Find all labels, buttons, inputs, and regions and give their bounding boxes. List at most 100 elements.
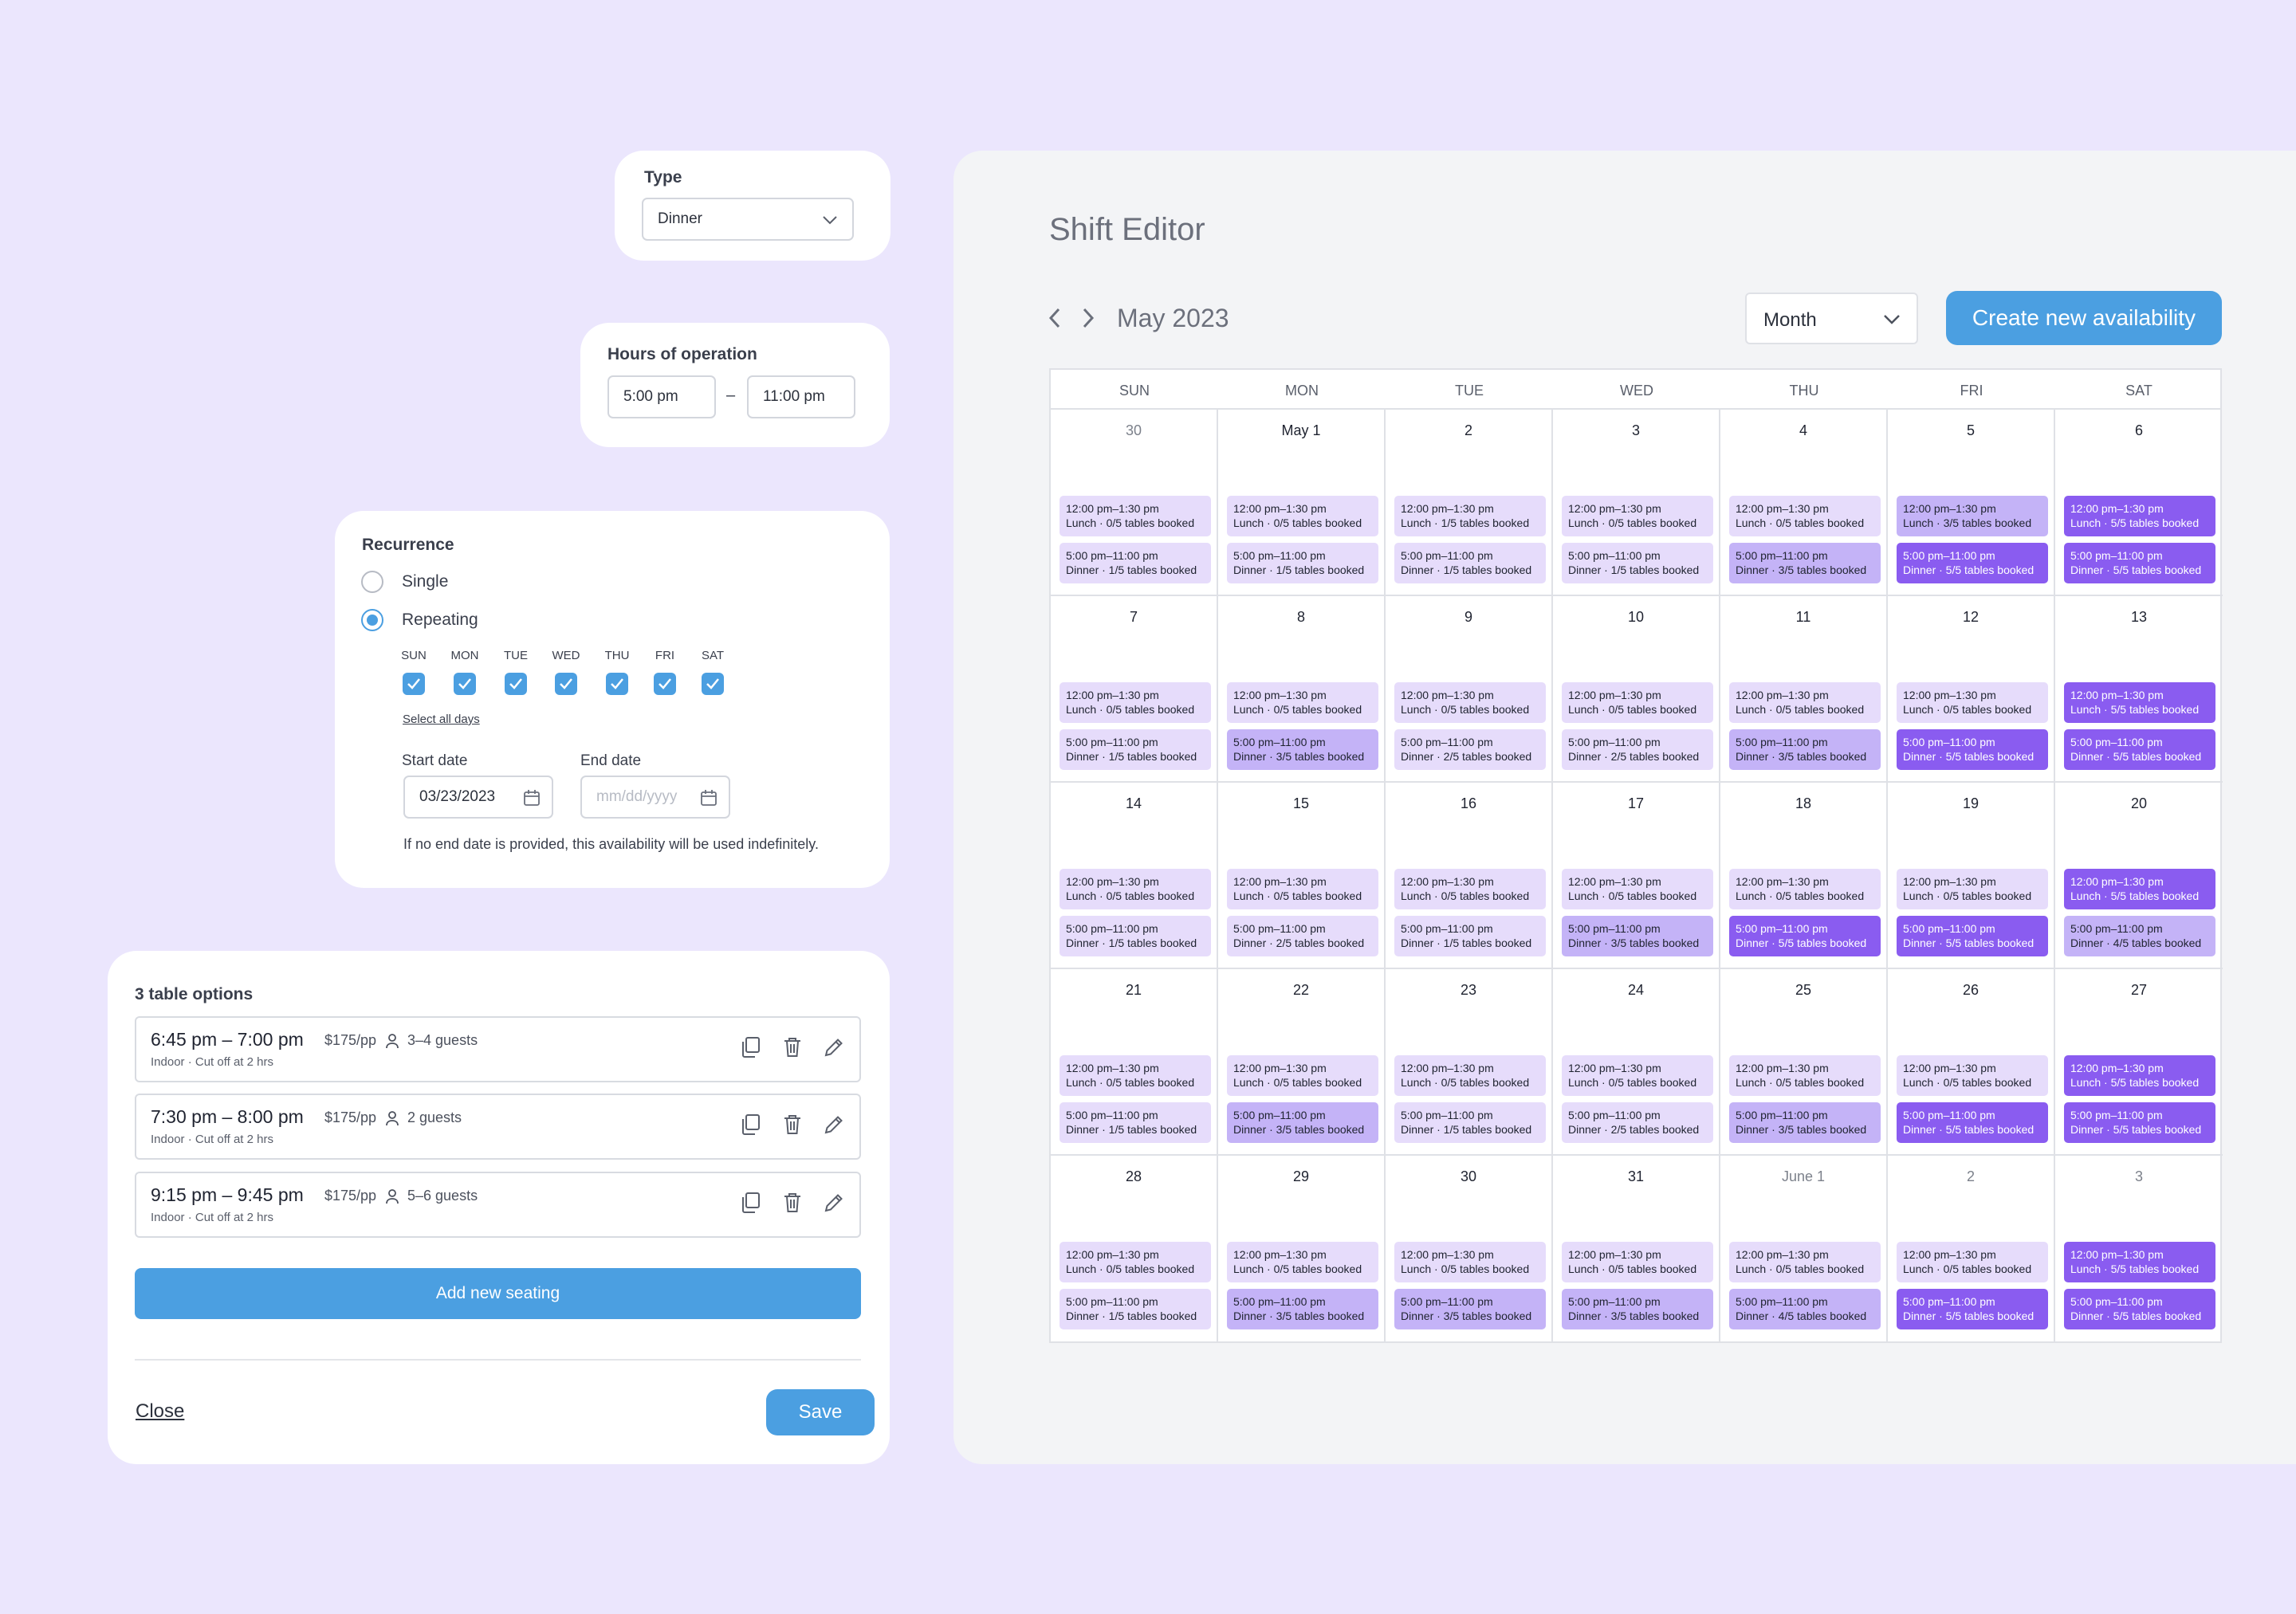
type-select[interactable]: Dinner (642, 198, 854, 241)
calendar-day-cell[interactable]: 18 12:00 pm–1:30 pm Lunch · 0/5 tables boo… (1720, 783, 1888, 969)
calendar-day-cell[interactable]: 2 12:00 pm–1:30 pm Lunch · 0/5 tables book… (1888, 1156, 2055, 1342)
lunch-shift[interactable]: 12:00 pm–1:30 pm Lunch · 0/5 tables booke… (1562, 1055, 1713, 1096)
dinner-shift[interactable]: 5:00 pm–11:00 pm Dinner · 3/5 tables book… (1394, 1289, 1546, 1329)
dinner-shift[interactable]: 5:00 pm–11:00 pm Dinner · 5/5 tables book… (1897, 1102, 2048, 1143)
calendar-day-cell[interactable]: 21 12:00 pm–1:30 pm Lunch · 0/5 tables boo… (1051, 969, 1218, 1156)
lunch-shift[interactable]: 12:00 pm–1:30 pm Lunch · 5/5 tables booke… (2064, 1055, 2215, 1096)
dinner-shift[interactable]: 5:00 pm–11:00 pm Dinner · 3/5 tables book… (1562, 1289, 1713, 1329)
day-checkbox-thu[interactable] (606, 673, 628, 695)
repeating-radio[interactable] (361, 609, 383, 631)
add-new-seating-button[interactable]: Add new seating (135, 1268, 861, 1319)
lunch-shift[interactable]: 12:00 pm–1:30 pm Lunch · 0/5 tables booke… (1227, 496, 1378, 536)
calendar-day-cell[interactable]: 30 12:00 pm–1:30 pm Lunch · 0/5 tables boo… (1051, 410, 1218, 596)
calendar-day-cell[interactable]: 30 12:00 pm–1:30 pm Lunch · 0/5 tables boo… (1386, 1156, 1553, 1342)
lunch-shift[interactable]: 12:00 pm–1:30 pm Lunch · 0/5 tables booke… (1394, 869, 1546, 909)
end-time-field[interactable]: 11:00 pm (747, 375, 855, 418)
day-checkbox-tue[interactable] (505, 673, 527, 695)
dinner-shift[interactable]: 5:00 pm–11:00 pm Dinner · 5/5 tables book… (2064, 1102, 2215, 1143)
lunch-shift[interactable]: 12:00 pm–1:30 pm Lunch · 0/5 tables booke… (1394, 1242, 1546, 1282)
dinner-shift[interactable]: 5:00 pm–11:00 pm Dinner · 3/5 tables book… (1729, 1102, 1881, 1143)
dinner-shift[interactable]: 5:00 pm–11:00 pm Dinner · 1/5 tables book… (1060, 543, 1211, 583)
lunch-shift[interactable]: 12:00 pm–1:30 pm Lunch · 0/5 tables booke… (1227, 1242, 1378, 1282)
calendar-day-cell[interactable]: 26 12:00 pm–1:30 pm Lunch · 0/5 tables boo… (1888, 969, 2055, 1156)
select-all-days-link[interactable]: Select all days (403, 713, 480, 726)
dinner-shift[interactable]: 5:00 pm–11:00 pm Dinner · 5/5 tables book… (2064, 729, 2215, 770)
lunch-shift[interactable]: 12:00 pm–1:30 pm Lunch · 5/5 tables booke… (2064, 869, 2215, 909)
trash-icon[interactable] (782, 1113, 803, 1136)
calendar-day-cell[interactable]: 23 12:00 pm–1:30 pm Lunch · 0/5 tables boo… (1386, 969, 1553, 1156)
end-date-field[interactable]: mm/dd/yyyy (580, 776, 730, 819)
dinner-shift[interactable]: 5:00 pm–11:00 pm Dinner · 2/5 tables book… (1562, 729, 1713, 770)
lunch-shift[interactable]: 12:00 pm–1:30 pm Lunch · 0/5 tables booke… (1060, 869, 1211, 909)
dinner-shift[interactable]: 5:00 pm–11:00 pm Dinner · 5/5 tables book… (1897, 916, 2048, 956)
lunch-shift[interactable]: 12:00 pm–1:30 pm Lunch · 0/5 tables booke… (1897, 682, 2048, 723)
calendar-day-cell[interactable]: 15 12:00 pm–1:30 pm Lunch · 0/5 tables boo… (1218, 783, 1386, 969)
calendar-day-cell[interactable]: 16 12:00 pm–1:30 pm Lunch · 0/5 tables boo… (1386, 783, 1553, 969)
dinner-shift[interactable]: 5:00 pm–11:00 pm Dinner · 5/5 tables book… (1897, 1289, 2048, 1329)
lunch-shift[interactable]: 12:00 pm–1:30 pm Lunch · 0/5 tables booke… (1897, 1055, 2048, 1096)
lunch-shift[interactable]: 12:00 pm–1:30 pm Lunch · 5/5 tables booke… (2064, 682, 2215, 723)
calendar-day-cell[interactable]: 9 12:00 pm–1:30 pm Lunch · 0/5 tables book… (1386, 596, 1553, 783)
lunch-shift[interactable]: 12:00 pm–1:30 pm Lunch · 0/5 tables booke… (1729, 1242, 1881, 1282)
table-option-row[interactable]: 9:15 pm – 9:45 pm Indoor · Cut off at 2 h… (135, 1172, 861, 1238)
lunch-shift[interactable]: 12:00 pm–1:30 pm Lunch · 0/5 tables booke… (1060, 1055, 1211, 1096)
dinner-shift[interactable]: 5:00 pm–11:00 pm Dinner · 2/5 tables book… (1394, 729, 1546, 770)
lunch-shift[interactable]: 12:00 pm–1:30 pm Lunch · 3/5 tables booke… (1897, 496, 2048, 536)
create-new-availability-button[interactable]: Create new availability (1946, 291, 2222, 345)
day-checkbox-mon[interactable] (454, 673, 476, 695)
calendar-day-cell[interactable]: 22 12:00 pm–1:30 pm Lunch · 0/5 tables boo… (1218, 969, 1386, 1156)
lunch-shift[interactable]: 12:00 pm–1:30 pm Lunch · 0/5 tables booke… (1227, 869, 1378, 909)
dinner-shift[interactable]: 5:00 pm–11:00 pm Dinner · 1/5 tables book… (1562, 543, 1713, 583)
dinner-shift[interactable]: 5:00 pm–11:00 pm Dinner · 1/5 tables book… (1060, 1289, 1211, 1329)
calendar-day-cell[interactable]: 25 12:00 pm–1:30 pm Lunch · 0/5 tables boo… (1720, 969, 1888, 1156)
dinner-shift[interactable]: 5:00 pm–11:00 pm Dinner · 1/5 tables book… (1394, 543, 1546, 583)
lunch-shift[interactable]: 12:00 pm–1:30 pm Lunch · 0/5 tables booke… (1060, 1242, 1211, 1282)
view-select[interactable]: Month (1745, 293, 1918, 344)
lunch-shift[interactable]: 12:00 pm–1:30 pm Lunch · 0/5 tables booke… (1562, 1242, 1713, 1282)
start-date-field[interactable]: 03/23/2023 (403, 776, 553, 819)
calendar-day-cell[interactable]: 3 12:00 pm–1:30 pm Lunch · 0/5 tables book… (1553, 410, 1720, 596)
single-radio[interactable] (361, 571, 383, 593)
start-time-field[interactable]: 5:00 pm (607, 375, 716, 418)
calendar-day-cell[interactable]: 5 12:00 pm–1:30 pm Lunch · 3/5 tables book… (1888, 410, 2055, 596)
dinner-shift[interactable]: 5:00 pm–11:00 pm Dinner · 1/5 tables book… (1060, 729, 1211, 770)
dinner-shift[interactable]: 5:00 pm–11:00 pm Dinner · 5/5 tables book… (2064, 1289, 2215, 1329)
lunch-shift[interactable]: 12:00 pm–1:30 pm Lunch · 0/5 tables booke… (1227, 682, 1378, 723)
duplicate-icon[interactable] (740, 1036, 761, 1058)
dinner-shift[interactable]: 5:00 pm–11:00 pm Dinner · 1/5 tables book… (1394, 916, 1546, 956)
dinner-shift[interactable]: 5:00 pm–11:00 pm Dinner · 1/5 tables book… (1060, 916, 1211, 956)
calendar-day-cell[interactable]: 31 12:00 pm–1:30 pm Lunch · 0/5 tables boo… (1553, 1156, 1720, 1342)
calendar-day-cell[interactable]: 8 12:00 pm–1:30 pm Lunch · 0/5 tables book… (1218, 596, 1386, 783)
calendar-day-cell[interactable]: 6 12:00 pm–1:30 pm Lunch · 5/5 tables book… (2055, 410, 2223, 596)
calendar-day-cell[interactable]: 4 12:00 pm–1:30 pm Lunch · 0/5 tables book… (1720, 410, 1888, 596)
duplicate-icon[interactable] (740, 1192, 761, 1214)
lunch-shift[interactable]: 12:00 pm–1:30 pm Lunch · 0/5 tables booke… (1729, 682, 1881, 723)
dinner-shift[interactable]: 5:00 pm–11:00 pm Dinner · 5/5 tables book… (1897, 543, 2048, 583)
lunch-shift[interactable]: 12:00 pm–1:30 pm Lunch · 0/5 tables booke… (1394, 682, 1546, 723)
dinner-shift[interactable]: 5:00 pm–11:00 pm Dinner · 1/5 tables book… (1394, 1102, 1546, 1143)
calendar-day-cell[interactable]: 28 12:00 pm–1:30 pm Lunch · 0/5 tables boo… (1051, 1156, 1218, 1342)
close-link[interactable]: Close (136, 1400, 185, 1422)
lunch-shift[interactable]: 12:00 pm–1:30 pm Lunch · 5/5 tables booke… (2064, 496, 2215, 536)
duplicate-icon[interactable] (740, 1113, 761, 1136)
lunch-shift[interactable]: 12:00 pm–1:30 pm Lunch · 0/5 tables booke… (1897, 869, 2048, 909)
calendar-day-cell[interactable]: 3 12:00 pm–1:30 pm Lunch · 5/5 tables book… (2055, 1156, 2223, 1342)
day-checkbox-wed[interactable] (555, 673, 577, 695)
calendar-day-cell[interactable]: 14 12:00 pm–1:30 pm Lunch · 0/5 tables boo… (1051, 783, 1218, 969)
calendar-day-cell[interactable]: 24 12:00 pm–1:30 pm Lunch · 0/5 tables boo… (1553, 969, 1720, 1156)
calendar-day-cell[interactable]: 11 12:00 pm–1:30 pm Lunch · 0/5 tables boo… (1720, 596, 1888, 783)
calendar-day-cell[interactable]: 19 12:00 pm–1:30 pm Lunch · 0/5 tables boo… (1888, 783, 2055, 969)
lunch-shift[interactable]: 12:00 pm–1:30 pm Lunch · 0/5 tables booke… (1897, 1242, 2048, 1282)
calendar-day-cell[interactable]: May 1 12:00 pm–1:30 pm Lunch · 0/5 tables … (1218, 410, 1386, 596)
calendar-day-cell[interactable]: 7 12:00 pm–1:30 pm Lunch · 0/5 tables book… (1051, 596, 1218, 783)
trash-icon[interactable] (782, 1036, 803, 1058)
calendar-day-cell[interactable]: 2 12:00 pm–1:30 pm Lunch · 1/5 tables book… (1386, 410, 1553, 596)
day-checkbox-sat[interactable] (702, 673, 724, 695)
dinner-shift[interactable]: 5:00 pm–11:00 pm Dinner · 1/5 tables book… (1060, 1102, 1211, 1143)
lunch-shift[interactable]: 12:00 pm–1:30 pm Lunch · 0/5 tables booke… (1227, 1055, 1378, 1096)
lunch-shift[interactable]: 12:00 pm–1:30 pm Lunch · 0/5 tables booke… (1562, 496, 1713, 536)
dinner-shift[interactable]: 5:00 pm–11:00 pm Dinner · 2/5 tables book… (1227, 916, 1378, 956)
table-option-row[interactable]: 6:45 pm – 7:00 pm Indoor · Cut off at 2 h… (135, 1016, 861, 1082)
calendar-day-cell[interactable]: June 1 12:00 pm–1:30 pm Lunch · 0/5 tables… (1720, 1156, 1888, 1342)
lunch-shift[interactable]: 12:00 pm–1:30 pm Lunch · 0/5 tables booke… (1060, 682, 1211, 723)
